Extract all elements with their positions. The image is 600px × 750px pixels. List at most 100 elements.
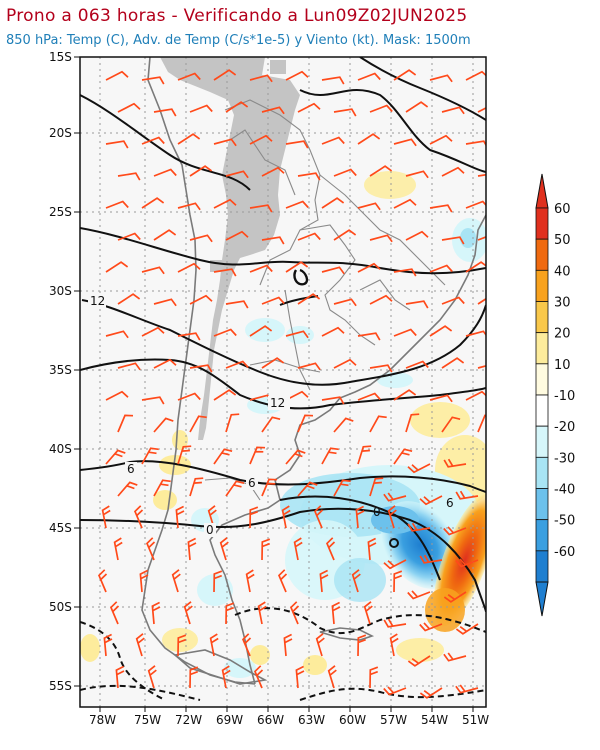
wind-barb xyxy=(297,232,321,241)
wind-barb xyxy=(213,198,237,209)
colorbar-label: -60 xyxy=(554,545,575,560)
wind-barb xyxy=(261,296,285,305)
contour-label: 12 xyxy=(90,294,105,308)
wind-barb xyxy=(383,492,407,502)
wind-barb xyxy=(285,330,309,339)
wind-barb xyxy=(405,413,420,433)
wind-barb xyxy=(249,264,273,273)
colorbar-cell xyxy=(535,519,549,552)
wind-barb xyxy=(369,477,384,497)
wind-barb xyxy=(117,362,141,371)
colorbar-label: -50 xyxy=(554,514,575,529)
map-frame xyxy=(79,56,487,708)
lat-label: 20S xyxy=(49,126,72,140)
wind-barb xyxy=(325,537,336,561)
wind-barb xyxy=(369,415,387,433)
wind-barb xyxy=(177,392,201,401)
wind-barb xyxy=(393,570,403,593)
wind-barb xyxy=(465,390,486,401)
wind-barb xyxy=(117,414,134,433)
wind-barb xyxy=(333,358,357,369)
wind-barb xyxy=(253,665,264,689)
wind-barb xyxy=(383,559,407,570)
wind-barb xyxy=(117,481,138,497)
wind-barb xyxy=(153,168,177,177)
wind-barb xyxy=(213,448,233,465)
wind-barb xyxy=(105,140,129,149)
wind-barb xyxy=(141,136,165,145)
wind-barb xyxy=(297,172,321,181)
colorbar-cell xyxy=(535,394,549,427)
wind-barb xyxy=(249,134,273,145)
wind-barb xyxy=(225,413,240,433)
colorbar-cell xyxy=(535,238,549,271)
wind-barb xyxy=(407,655,431,667)
wind-barb xyxy=(477,297,486,305)
colorbar-cell xyxy=(535,363,549,396)
terrain-mask-block xyxy=(270,60,286,74)
wind-barb xyxy=(321,136,345,145)
wind-barb xyxy=(261,416,281,433)
colorbar-label: -40 xyxy=(554,483,575,498)
wind-barb xyxy=(153,358,177,369)
colorbar-label: -20 xyxy=(554,420,575,435)
wind-barb xyxy=(209,633,219,657)
terrain-mask xyxy=(160,57,300,440)
wind-barbs xyxy=(97,69,486,699)
wind-barb xyxy=(443,591,467,603)
wind-barb xyxy=(105,261,129,273)
wind-barb xyxy=(321,76,345,85)
wind-barb xyxy=(153,229,177,241)
wind-barb xyxy=(443,526,467,536)
wind-barb xyxy=(225,230,249,241)
wind-barb xyxy=(177,133,201,145)
wind-barb xyxy=(297,362,321,371)
wind-barb xyxy=(105,70,129,81)
contour-label: 6 xyxy=(248,476,256,490)
wind-barb xyxy=(429,204,453,213)
lon-label: 54W xyxy=(421,713,448,727)
wind-barb xyxy=(141,326,165,337)
wind-barb xyxy=(441,236,465,245)
wind-barb xyxy=(135,633,145,657)
wind-barb xyxy=(141,76,165,85)
wind-barb xyxy=(261,478,278,497)
wind-barb xyxy=(369,234,393,243)
wind-barb xyxy=(455,684,479,694)
wind-barb xyxy=(151,601,161,625)
wind-barb xyxy=(141,447,159,465)
wind-barb xyxy=(393,448,413,465)
wind-barb xyxy=(189,477,204,497)
lat-label: 55S xyxy=(49,679,72,693)
wind-barb xyxy=(249,74,273,83)
wind-barb xyxy=(285,261,309,273)
wind-barb xyxy=(245,569,255,593)
wind-barb xyxy=(225,360,249,369)
wind-barb xyxy=(145,537,156,561)
lat-label: 50S xyxy=(49,600,72,614)
colorbar-label: 10 xyxy=(554,358,571,373)
colorbar-label: 40 xyxy=(554,264,571,279)
wind-barb xyxy=(285,70,309,81)
wind-barb xyxy=(429,264,453,273)
wind-barb xyxy=(355,505,365,529)
wind-barb xyxy=(315,633,325,657)
wind-barb xyxy=(113,537,123,561)
wind-barb xyxy=(183,601,193,625)
wind-barb xyxy=(357,392,381,401)
colorbar-cell xyxy=(535,269,549,302)
wind-barb xyxy=(249,506,259,529)
wind-barb xyxy=(455,490,479,500)
wind-barb xyxy=(213,69,237,81)
wind-barb xyxy=(465,200,486,209)
wind-barb xyxy=(369,666,379,689)
colorbar-label: 60 xyxy=(554,202,571,217)
wind-barb xyxy=(429,394,453,403)
political-borders xyxy=(204,99,446,501)
wind-barb xyxy=(405,101,429,113)
wind-barb xyxy=(241,633,252,657)
wind-barb xyxy=(285,449,306,465)
wind-barb xyxy=(357,202,381,211)
wind-barb xyxy=(213,138,237,147)
colorbar-cell xyxy=(535,456,549,489)
